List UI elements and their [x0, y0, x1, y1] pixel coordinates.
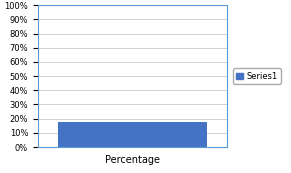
- X-axis label: Percentage: Percentage: [105, 155, 160, 165]
- Bar: [58, 121, 207, 147]
- Legend: Series1: Series1: [233, 68, 281, 84]
